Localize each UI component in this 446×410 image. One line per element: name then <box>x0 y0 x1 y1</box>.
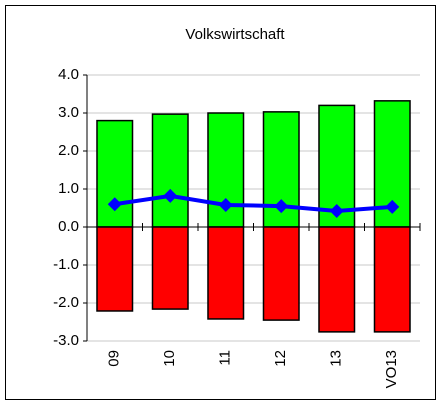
y-tick-label: -2.0 <box>53 294 79 311</box>
x-tick-label: 11 <box>217 350 234 366</box>
y-tick-label: -1.0 <box>53 256 79 273</box>
y-tick-label: 1.0 <box>58 180 79 197</box>
chart-title: Volkswirtschaft <box>185 26 285 43</box>
bar <box>262 226 300 321</box>
line-marker <box>329 204 344 219</box>
bar <box>151 226 189 310</box>
line-marker <box>107 197 122 212</box>
bar <box>96 226 134 312</box>
x-tick-label: VO13 <box>383 350 400 388</box>
x-tick-label: 13 <box>328 350 345 367</box>
y-tick-label: 4.0 <box>58 66 79 83</box>
x-tick-label: 12 <box>272 350 289 367</box>
line-marker <box>218 197 233 212</box>
y-tick-label: 3.0 <box>58 104 79 121</box>
bar <box>373 226 411 333</box>
y-tick-label: 2.0 <box>58 142 79 159</box>
y-tick-label: 0.0 <box>58 218 79 235</box>
x-tick-label: 10 <box>161 350 178 367</box>
y-tick-label: -3.0 <box>53 332 79 349</box>
line-marker <box>385 199 400 214</box>
bar <box>318 226 356 333</box>
line-marker <box>274 199 289 214</box>
bar <box>151 113 189 228</box>
line-marker <box>163 188 178 203</box>
x-tick-label: 09 <box>106 350 123 367</box>
bar <box>207 226 245 320</box>
line <box>114 193 393 214</box>
